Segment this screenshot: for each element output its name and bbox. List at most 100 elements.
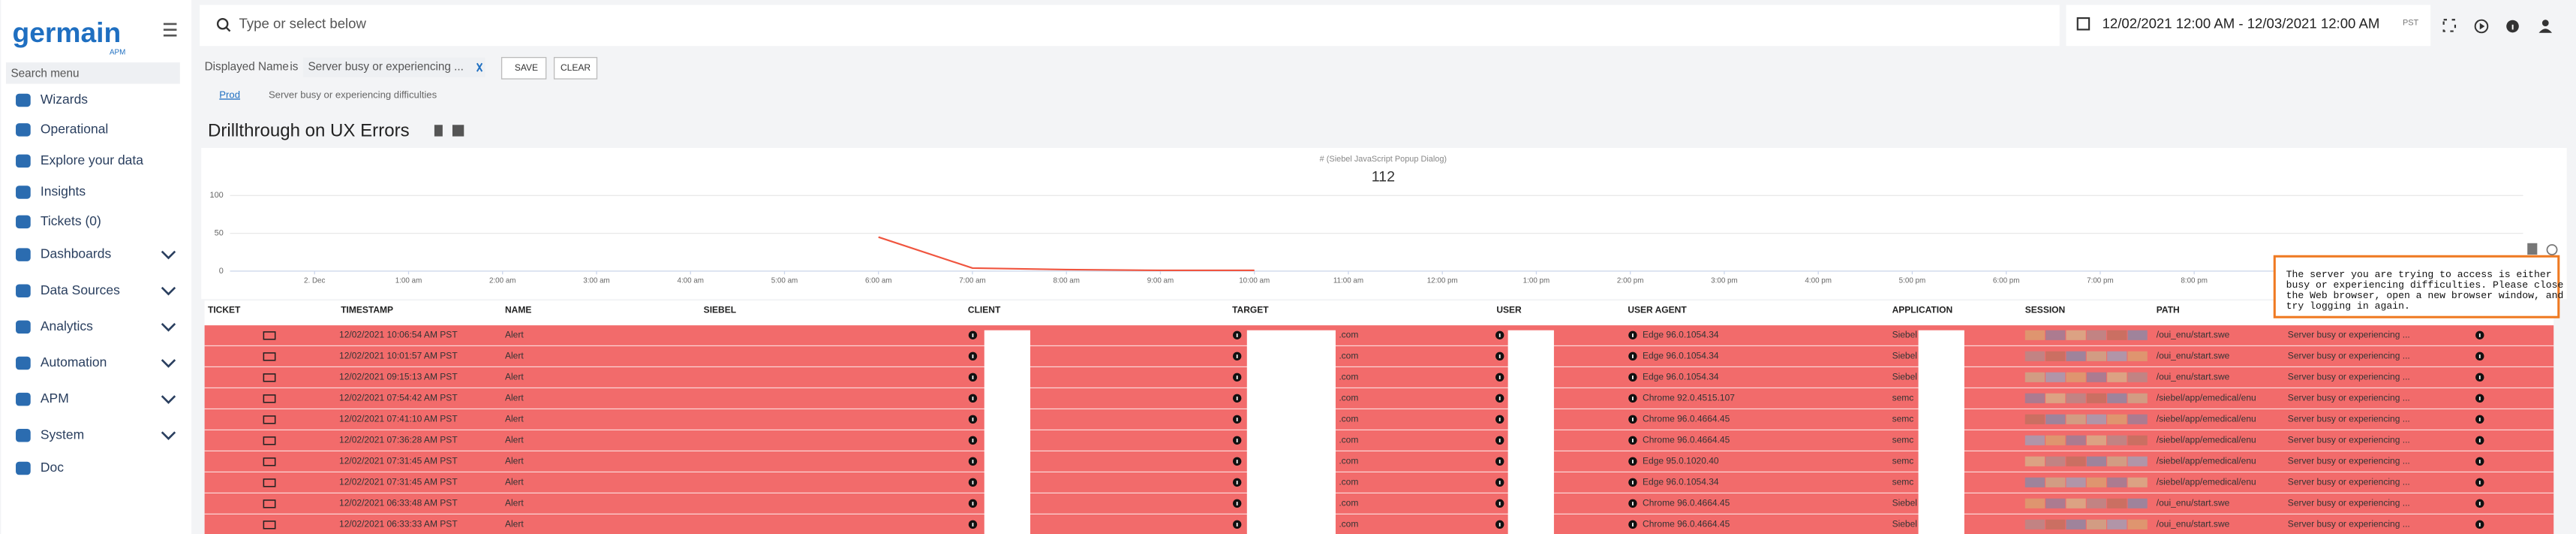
chart-toggle[interactable]	[2546, 244, 2558, 255]
menu-item[interactable]: APM	[41, 391, 69, 406]
message: Server busy or experiencing ...	[2288, 434, 2410, 445]
info-icon	[972, 481, 974, 484]
info-button[interactable]	[2506, 20, 2519, 33]
ticket-icon[interactable]	[263, 352, 276, 361]
info-icon	[2478, 523, 2481, 526]
session-block	[2127, 435, 2148, 445]
column-header[interactable]: CLIENT	[968, 305, 1001, 315]
print-button[interactable]	[452, 125, 464, 137]
menu-toggle[interactable]	[163, 23, 177, 37]
menu-item[interactable]: Analytics	[41, 318, 93, 333]
column-header[interactable]: APPLICATION	[1892, 305, 1953, 315]
chart-menu[interactable]	[2527, 243, 2538, 255]
session-block	[2024, 351, 2045, 361]
y-tick-label: 50	[215, 229, 224, 238]
ticket-icon[interactable]	[263, 436, 276, 445]
column-header[interactable]: PATH	[2157, 305, 2180, 315]
x-tick-label: 5:00 am	[771, 277, 798, 285]
info-icon	[2478, 354, 2481, 358]
session-block	[2024, 372, 2045, 382]
session-block	[2024, 477, 2045, 487]
filter-chip[interactable]	[302, 57, 485, 77]
message: Server busy or experiencing ...	[2288, 392, 2410, 403]
x-tick-label: 1:00 pm	[1523, 277, 1550, 285]
menu-item[interactable]: Operational	[41, 121, 108, 136]
session-block	[2024, 414, 2045, 424]
save-button[interactable]	[500, 56, 547, 80]
menu-item[interactable]: Automation	[41, 354, 107, 370]
ticket-icon[interactable]	[263, 499, 276, 508]
ticket-icon[interactable]	[263, 415, 276, 424]
export-button[interactable]	[434, 125, 443, 137]
play-button[interactable]	[2474, 19, 2489, 34]
ticket-icon[interactable]	[263, 520, 276, 529]
menu-item[interactable]: Wizards	[41, 92, 88, 107]
filter-remove[interactable]	[476, 62, 483, 72]
logo[interactable]: germain	[13, 17, 122, 48]
search-bar[interactable]	[200, 5, 2060, 47]
session-block	[2045, 435, 2066, 445]
target: .com	[1339, 476, 1358, 487]
menu-item[interactable]: Dashboards	[41, 246, 112, 261]
session-block	[2024, 393, 2045, 403]
timestamp: 12/02/2021 07:54:42 AM PST	[339, 392, 458, 403]
column-header[interactable]: TICKET	[208, 305, 241, 315]
info-icon	[1498, 502, 1501, 505]
menu-item[interactable]: Tickets (0)	[41, 213, 101, 228]
menu-item[interactable]: Doc	[41, 460, 64, 475]
message: Server busy or experiencing ...	[2288, 371, 2410, 382]
column-header[interactable]: TARGET	[1232, 305, 1269, 315]
ticket-icon[interactable]	[263, 373, 276, 382]
menu-item[interactable]: Insights	[41, 184, 86, 199]
clear-button[interactable]	[553, 56, 598, 80]
session-block	[2066, 330, 2086, 340]
session-block	[2066, 435, 2086, 445]
user-button[interactable]	[2538, 20, 2553, 33]
target: .com	[1339, 350, 1358, 361]
sidebar	[1, 0, 192, 534]
session-block	[2045, 351, 2066, 361]
user-agent: Edge 95.0.1020.40	[1643, 455, 1719, 466]
path: /siebel/app/emedical/enu	[2157, 434, 2256, 445]
tooltip-layer: The server you are trying to access is e…	[2273, 255, 2563, 318]
menu-item[interactable]: System	[41, 427, 84, 442]
session-block	[2107, 477, 2127, 487]
target: .com	[1339, 413, 1358, 424]
menu-search[interactable]	[5, 62, 180, 84]
target: .com	[1339, 497, 1358, 508]
column-header[interactable]: NAME	[505, 305, 531, 315]
logo-sub: APM	[110, 49, 125, 57]
application: semc	[1892, 434, 1914, 445]
fullscreen-button[interactable]	[2442, 19, 2457, 32]
session-block	[2045, 498, 2066, 508]
session-block	[2066, 477, 2086, 487]
menu-item[interactable]: Data Sources	[41, 282, 120, 297]
menu-icon	[16, 123, 31, 137]
ticket-icon[interactable]	[263, 457, 276, 466]
info-icon	[2478, 460, 2481, 463]
x-tick-label: 2:00 pm	[1617, 277, 1644, 285]
menu-chevron	[161, 323, 176, 332]
session-block	[2086, 414, 2107, 424]
ticket-icon[interactable]	[263, 394, 276, 403]
ticket-icon[interactable]	[263, 331, 276, 340]
column-header[interactable]: USER AGENT	[1628, 305, 1687, 315]
session-block	[2045, 456, 2066, 466]
session-block	[2045, 519, 2066, 529]
ticket-icon[interactable]	[263, 478, 276, 487]
column-header[interactable]: SESSION	[2025, 305, 2065, 315]
session-block	[2086, 477, 2107, 487]
x-tick-label: 7:00 am	[959, 277, 986, 285]
date-picker[interactable]	[2066, 5, 2431, 47]
session-block	[2127, 477, 2148, 487]
info-icon	[1632, 481, 1634, 484]
user-agent: Chrome 96.0.4664.45	[1643, 518, 1730, 529]
column-header[interactable]: SIEBEL	[704, 305, 736, 315]
timestamp: 12/02/2021 07:31:45 AM PST	[339, 455, 458, 466]
column-header[interactable]: USER	[1496, 305, 1522, 315]
timestamp: 12/02/2021 07:31:45 AM PST	[339, 476, 458, 487]
column-header[interactable]: TIMESTAMP	[341, 305, 393, 315]
x-tick-label: 11:00 am	[1333, 277, 1363, 285]
menu-item[interactable]: Explore your data	[41, 152, 143, 167]
breadcrumb-link[interactable]: Prod	[219, 89, 240, 100]
